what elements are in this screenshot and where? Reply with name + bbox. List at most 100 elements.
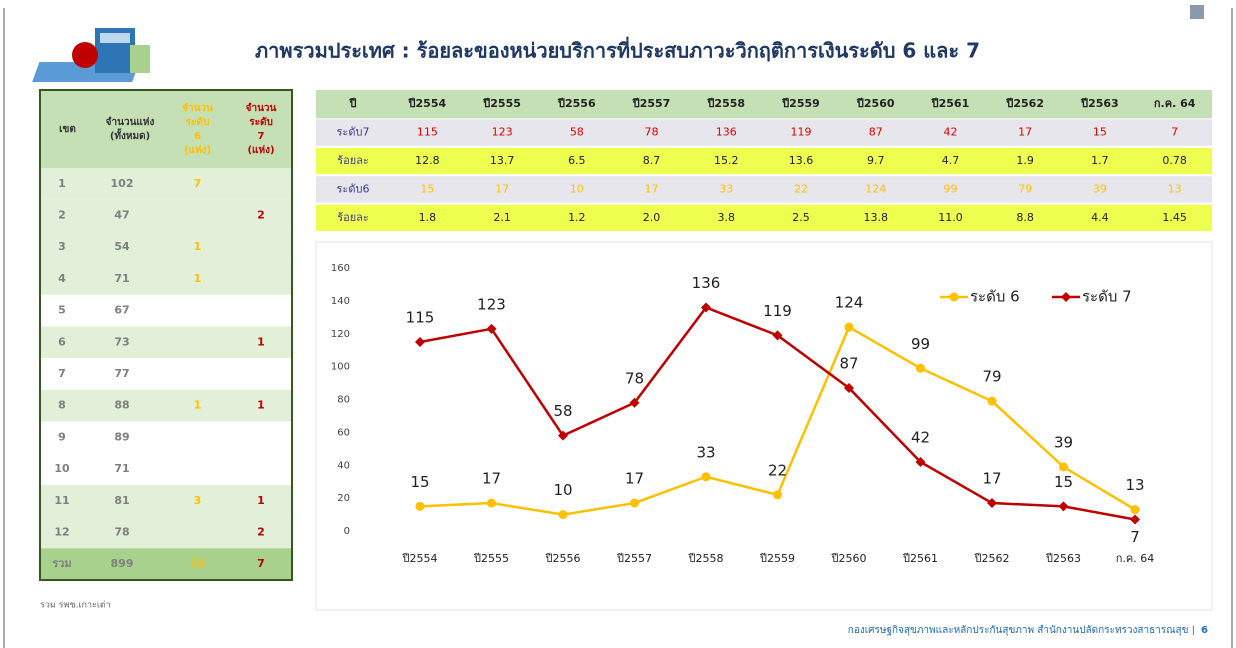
- x-tick-label: ปี2563: [1045, 552, 1081, 565]
- table-row-bg: [316, 148, 1212, 174]
- table-cell: 119: [791, 126, 812, 139]
- x-tick-label: ปี2560: [830, 552, 866, 565]
- y-tick-label: 100: [331, 362, 350, 373]
- table-cell: 7: [194, 177, 202, 190]
- table-row-bg: [40, 453, 292, 485]
- x-tick-label: ปี2562: [973, 552, 1009, 565]
- data-label: 17: [482, 470, 501, 488]
- table-row-bg: [40, 358, 292, 390]
- data-label: 15: [1054, 473, 1073, 491]
- table-cell: 67: [114, 304, 129, 317]
- table-cell: 1: [257, 494, 265, 507]
- data-label: 87: [839, 354, 858, 372]
- table-cell: 73: [114, 335, 129, 348]
- table-cell: 13.6: [789, 154, 814, 167]
- table-header: ปี2563: [1080, 97, 1119, 110]
- table-cell: 115: [417, 126, 438, 139]
- table-cell: 8.7: [643, 154, 661, 167]
- table-cell: 15: [1093, 126, 1107, 139]
- x-tick-label: ปี2555: [473, 552, 509, 565]
- table-cell: 4: [58, 272, 66, 285]
- table-cell: 99: [943, 182, 957, 195]
- slide-title: ภาพรวมประเทศ : ร้อยละของหน่วยบริการที่ปร…: [255, 36, 980, 63]
- data-label: 115: [406, 308, 435, 326]
- y-tick-label: 60: [337, 427, 350, 438]
- y-tick-label: 0: [344, 526, 350, 537]
- point: [702, 472, 711, 481]
- table-cell: 58: [570, 126, 584, 139]
- table-header-bg: [40, 90, 292, 168]
- x-tick-label: ปี2558: [687, 552, 723, 565]
- table-cell: 1: [194, 399, 202, 412]
- table-cell: 1: [194, 240, 202, 253]
- data-label: 79: [982, 368, 1001, 386]
- table-cell: 5: [58, 304, 66, 317]
- table-header: ปี2558: [706, 97, 745, 110]
- table-cell: 1.7: [1091, 154, 1109, 167]
- table-cell: 7: [257, 557, 265, 570]
- x-tick-label: ปี2561: [902, 552, 938, 565]
- table-cell: รวม: [52, 557, 71, 570]
- table-header: ปี2555: [482, 97, 521, 110]
- table-cell: 54: [114, 240, 130, 253]
- table-cell: ร้อยละ: [337, 211, 369, 224]
- table-cell: 1.8: [419, 211, 437, 224]
- data-label: 13: [1125, 476, 1144, 494]
- table-row-bg: [40, 168, 292, 200]
- table-cell: 3: [194, 494, 202, 507]
- y-tick-label: 80: [337, 395, 350, 406]
- table-cell: 1: [58, 177, 66, 190]
- table-row-bg: [40, 231, 292, 263]
- table-cell: 2: [58, 209, 66, 222]
- x-tick-label: ปี2554: [401, 552, 437, 565]
- table-cell: 89: [114, 430, 129, 443]
- point: [630, 499, 639, 508]
- table-cell: 8.8: [1016, 211, 1034, 224]
- y-tick-label: 160: [331, 263, 350, 274]
- table-header-bg: [316, 90, 1212, 118]
- table-cell: 17: [645, 182, 659, 195]
- corner-icon: [1190, 5, 1204, 19]
- table-cell: 15.2: [714, 154, 739, 167]
- table-cell: 42: [943, 126, 957, 139]
- table-cell: 11: [54, 494, 69, 507]
- table-cell: 136: [716, 126, 737, 139]
- data-label: 17: [982, 470, 1001, 488]
- table-header: ปี2561: [931, 97, 970, 110]
- table-cell: 39: [1093, 182, 1107, 195]
- table-row-bg: [316, 119, 1212, 145]
- data-label: 78: [625, 369, 644, 387]
- y-tick-label: 40: [337, 460, 350, 471]
- table-cell: 47: [114, 209, 129, 222]
- table-cell: 78: [114, 525, 129, 538]
- legend-label: ระดับ 6: [970, 288, 1020, 306]
- data-label: 17: [625, 470, 644, 488]
- legend-marker: [950, 293, 959, 302]
- point: [988, 397, 997, 406]
- table-cell: 6.5: [568, 154, 586, 167]
- table-cell: 17: [1018, 126, 1032, 139]
- table-cell: 1.2: [568, 211, 586, 224]
- table-header: ก.ค. 64: [1154, 97, 1196, 110]
- table-cell: 11.0: [938, 211, 963, 224]
- table-cell: 1: [194, 272, 202, 285]
- point: [845, 323, 854, 332]
- data-label: 33: [696, 443, 715, 461]
- table-row-bg: [40, 295, 292, 327]
- data-label: 15: [410, 473, 429, 491]
- table-header: ปี2560: [856, 97, 895, 110]
- table-cell: 79: [1018, 182, 1032, 195]
- data-label: 22: [768, 461, 787, 479]
- table-cell: 1: [257, 399, 265, 412]
- legend-label: ระดับ 7: [1082, 288, 1132, 306]
- slide: ภาพรวมประเทศ : ร้อยละของหน่วยบริการที่ปร…: [0, 0, 1236, 648]
- table-header: ปี2559: [781, 97, 820, 110]
- table-row-bg: [40, 326, 292, 358]
- x-tick-label: ปี2559: [759, 552, 795, 565]
- table-row-bg: [40, 485, 292, 517]
- table-row-bg: [40, 548, 292, 580]
- table-cell: 77: [114, 367, 129, 380]
- point: [416, 502, 425, 511]
- data-label: 124: [835, 294, 864, 312]
- table-row-bg: [316, 205, 1212, 231]
